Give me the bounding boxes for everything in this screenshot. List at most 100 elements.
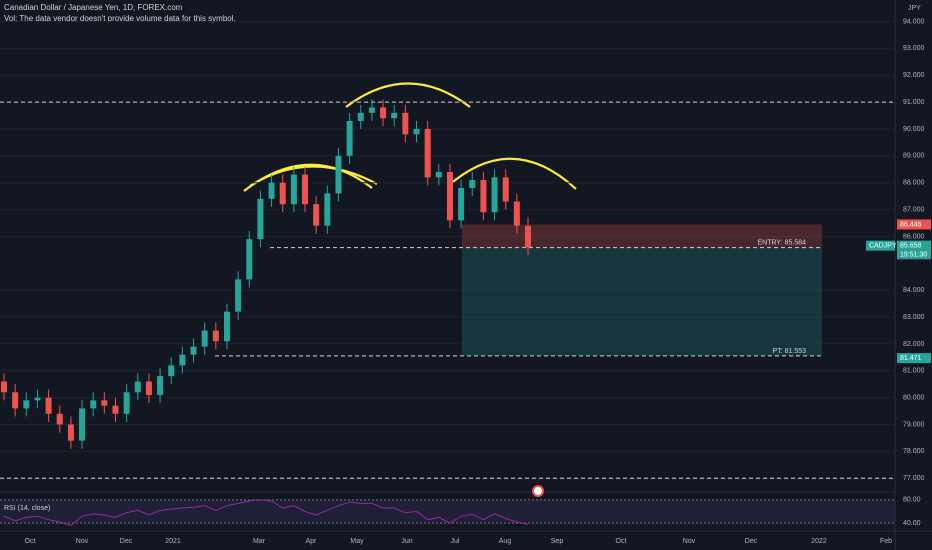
price-tag-label: 85.658 [900, 242, 922, 249]
candle-body [346, 120, 353, 156]
price-tag [897, 219, 931, 230]
x-tick-label: Jul [451, 538, 460, 545]
rsi-band [0, 499, 895, 524]
candle-body [212, 330, 219, 342]
candle-body [313, 204, 320, 226]
target-label: PT: 81.553 [773, 348, 807, 355]
x-tick-label: Nov [76, 538, 89, 545]
candle-body [157, 376, 164, 395]
candle-body [413, 128, 420, 135]
x-tick-label: Nov [683, 538, 696, 545]
candle-body [79, 408, 86, 441]
candle-body [480, 180, 487, 213]
candle-body [112, 405, 119, 414]
candle-body [302, 174, 309, 205]
candle-body [469, 180, 476, 189]
y-tick-label: 91.000 [903, 99, 925, 106]
candle-body [446, 171, 453, 221]
candle-body [402, 112, 409, 135]
x-tick-label: Feb [880, 538, 892, 545]
y-tick-label: 88.000 [903, 180, 925, 187]
candle-body [23, 400, 30, 409]
candle-body [56, 413, 63, 425]
x-tick-label: 2022 [811, 538, 827, 545]
candle-body [324, 193, 331, 226]
candle-body [1, 381, 7, 393]
candle-body [168, 365, 175, 377]
candle-body [145, 381, 152, 395]
candle-body [101, 400, 108, 406]
x-tick-label: Oct [25, 538, 36, 545]
candle-body [357, 112, 364, 121]
y-tick-label: 82.000 [903, 341, 925, 348]
subtitle: Vol: The data vendor doesn't provide vol… [4, 14, 236, 23]
candle-body [525, 225, 531, 248]
candle-body [290, 174, 297, 205]
x-tick-label: Dec [120, 538, 133, 545]
x-tick-label: Jun [401, 538, 412, 545]
x-tick-label: 2021 [165, 538, 181, 545]
rsi-tick-label: 80.00 [903, 497, 921, 504]
countdown-bg [897, 249, 931, 259]
y-tick-label: 89.000 [903, 153, 925, 160]
y-tick-label: 80.000 [903, 394, 925, 401]
x-tick-label: Oct [616, 538, 627, 545]
rsi-tick-label: 40.00 [903, 520, 921, 527]
target-zone [462, 247, 822, 356]
y-tick-label: 84.000 [903, 287, 925, 294]
candle-body [380, 107, 387, 119]
candle-body [335, 155, 342, 194]
candle-body [45, 397, 52, 414]
chart-title: Canadian Dollar / Japanese Yen, 1D, FORE… [4, 3, 183, 12]
candle-body [458, 188, 465, 221]
candle-body [134, 381, 141, 393]
y-tick-label: 87.000 [903, 206, 925, 213]
candle-body [246, 239, 253, 280]
candle-body [67, 424, 74, 441]
candle-body [223, 311, 230, 342]
candle-body [123, 392, 130, 414]
x-tick-label: May [350, 538, 364, 545]
candle-body [12, 392, 19, 409]
price-tag-label: 81.471 [900, 355, 922, 362]
y-tick-label: 90.000 [903, 126, 925, 133]
currency: JPY [908, 5, 921, 12]
candle-body [435, 171, 442, 178]
x-tick-label: Dec [745, 538, 758, 545]
pattern-arcs [243, 82, 577, 192]
y-tick-label: 83.000 [903, 314, 925, 321]
y-tick-label: 86.000 [903, 233, 925, 240]
y-tick-label: 92.000 [903, 72, 925, 79]
x-tick-label: Aug [499, 538, 512, 545]
stop-zone [462, 224, 822, 248]
y-tick-label: 81.000 [903, 368, 925, 375]
y-tick-label: 77.000 [903, 475, 925, 482]
candle-body [34, 397, 41, 401]
x-tick-label: Mar [253, 538, 266, 545]
candle-body [368, 107, 375, 113]
x-tick-label: Apr [306, 538, 318, 545]
y-tick-label: 78.000 [903, 448, 925, 455]
price-tag-label: 86.446 [900, 221, 922, 228]
rsi-label: RSI (14, close) [4, 505, 50, 512]
candle-body [424, 128, 431, 178]
symbol-label: CADJPY [869, 242, 897, 249]
price-tag [897, 240, 931, 251]
candle-body [90, 400, 97, 409]
event-icon[interactable] [532, 485, 544, 497]
countdown: 19:51:30 [900, 251, 927, 258]
candle-body [502, 177, 509, 202]
candle-body [491, 177, 498, 213]
rsi-line [3, 499, 529, 527]
candle-body [179, 354, 186, 366]
y-tick-label: 79.000 [903, 421, 925, 428]
candle-body [279, 182, 286, 205]
candle-body [391, 112, 398, 119]
candle-body [513, 201, 520, 226]
candle-body [257, 198, 264, 240]
candle-body [235, 279, 242, 312]
y-tick-label: 94.000 [903, 18, 925, 25]
symbol-tag [866, 240, 895, 251]
entry-label: ENTRY: 85.584 [757, 239, 806, 246]
